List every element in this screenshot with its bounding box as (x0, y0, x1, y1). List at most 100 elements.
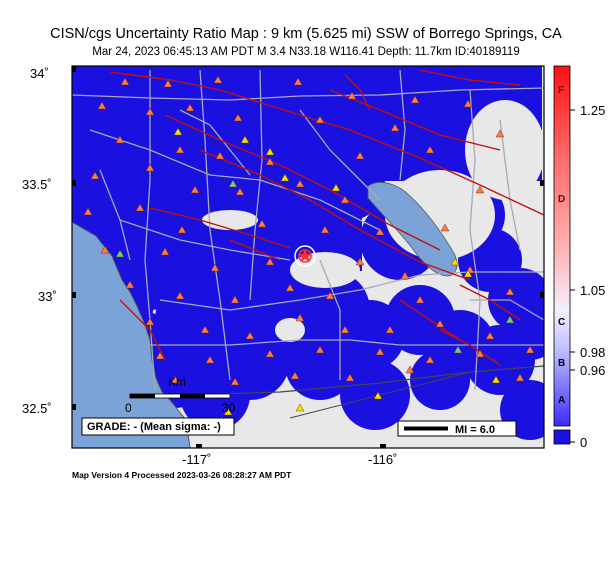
station-triangle (525, 345, 535, 354)
station-triangle (505, 287, 515, 296)
station-triangle-yellow (450, 257, 460, 266)
station-triangle (265, 349, 275, 358)
station-triangle (347, 91, 357, 100)
station-triangle (235, 187, 245, 196)
border-line (185, 365, 544, 396)
station-triangle-green (453, 345, 463, 354)
colorbar-tick-1-25: 1.25 (580, 103, 605, 118)
station-triangle (425, 145, 435, 154)
station-triangle (290, 371, 300, 380)
station-triangle-yellow (295, 403, 305, 412)
station-triangle (257, 219, 267, 228)
station-triangle (205, 355, 215, 364)
station-triangle (83, 207, 93, 216)
colorbar-gradient (553, 65, 571, 427)
station-triangle (435, 319, 445, 328)
station-triangle (135, 203, 145, 212)
station-triangle (190, 185, 200, 194)
station-triangle (295, 179, 305, 188)
lat-label-33-5: 33.5˚ (22, 177, 52, 192)
station-triangle (495, 129, 505, 138)
station-triangle (375, 347, 385, 356)
colorbar-tick-1-05: 1.05 (580, 283, 605, 298)
lat-label-33: 33˚ (38, 289, 57, 304)
station-triangle-yellow (463, 269, 473, 278)
station-triangle (145, 317, 155, 326)
station-triangle (400, 271, 410, 280)
station-triangle (120, 77, 130, 86)
station-triangle (340, 195, 350, 204)
station-triangle (440, 223, 450, 232)
station-triangle-yellow (491, 375, 501, 384)
scale-bar: Km 0 30 (125, 375, 236, 415)
station-triangle (475, 185, 485, 194)
frame-ticks (72, 66, 544, 448)
station-triangle (385, 325, 395, 334)
station-triangle (315, 345, 325, 354)
station-triangle (210, 263, 220, 272)
station-triangle (175, 291, 185, 300)
station-triangle-yellow (173, 127, 183, 136)
station-triangle (215, 151, 225, 160)
station-triangle (170, 375, 180, 384)
map-footer: Map Version 4 Processed 2023-03-26 08:28… (72, 470, 292, 480)
map-title: CISN/cgs Uncertainty Ratio Map : 9 km (5… (50, 26, 562, 42)
station-triangle (325, 291, 335, 300)
map-area (72, 66, 544, 448)
station-triangle (515, 373, 525, 382)
station-triangle (233, 113, 243, 122)
station-triangle (375, 227, 385, 236)
grade-text: GRADE: - (Mean sigma: -) (87, 421, 221, 433)
station-triangle (163, 79, 173, 88)
station-triangle (97, 101, 107, 110)
station-triangle (245, 331, 255, 340)
mx-road (289, 371, 471, 419)
station-triangle (415, 295, 425, 304)
station-triangle (90, 171, 100, 180)
station-triangle (340, 325, 350, 334)
colorbar-tick-0-96: 0.96 (580, 363, 605, 378)
station-triangle (345, 373, 355, 382)
epicenter-marker (294, 245, 316, 267)
station-triangle (390, 123, 400, 132)
lat-label-32-5: 32.5˚ (22, 401, 52, 416)
grade-letter-a: A (558, 395, 565, 406)
station-triangle (485, 331, 495, 340)
grade-letter-b: B (558, 358, 565, 369)
map-subtitle: Mar 24, 2023 06:45:13 AM PDT M 3.4 N33.1… (92, 46, 520, 58)
station-triangle (410, 95, 420, 104)
grade-letter-f: F (558, 85, 564, 96)
salton-sea (367, 182, 458, 277)
station-triangle (265, 257, 275, 266)
station-triangle (285, 283, 295, 292)
station-triangle (145, 107, 155, 116)
station-triangle (200, 325, 210, 334)
station-triangle (320, 225, 330, 234)
grade-box: GRADE: - (Mean sigma: -) (81, 417, 235, 436)
station-triangle (355, 257, 365, 266)
station-triangle (315, 115, 325, 124)
seismic-stations (83, 75, 535, 416)
station-triangle-yellow (280, 173, 290, 182)
colorbar-tick-0: 0 (580, 435, 587, 450)
scale-unit: Km (168, 375, 186, 389)
station-triangle-yellow (331, 183, 341, 192)
station-triangle (463, 99, 473, 108)
station-triangle (295, 313, 305, 322)
scale-start: 0 (125, 401, 132, 415)
colorbar-tick-0-98: 0.98 (580, 345, 605, 360)
station-triangle-green (115, 249, 125, 258)
station-triangle-yellow (240, 135, 250, 144)
station-triangle (125, 280, 135, 289)
station-triangle (293, 77, 303, 86)
station-triangle (145, 163, 155, 172)
station-triangle (213, 75, 223, 84)
station-triangle (230, 295, 240, 304)
station-triangle (100, 245, 110, 254)
station-triangle-yellow (373, 391, 383, 400)
station-triangle (230, 377, 240, 386)
lon-label-117: -117˚ (182, 452, 211, 467)
station-triangle (115, 135, 125, 144)
mi-legend-text: MI = 6.0 (455, 424, 495, 436)
